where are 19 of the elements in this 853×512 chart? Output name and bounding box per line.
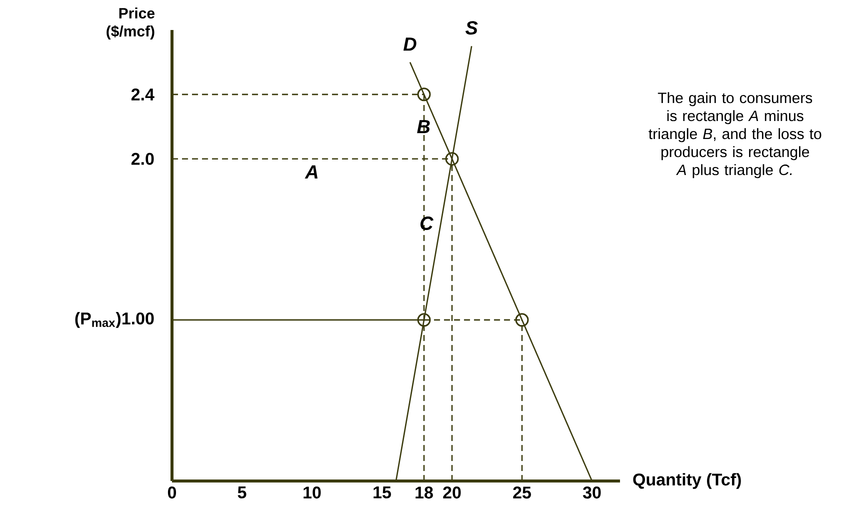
y-tick-label: 2.4 xyxy=(131,88,154,100)
x-tick-label: 10 xyxy=(304,486,321,499)
x-tick-label: 15 xyxy=(374,486,391,498)
y-tick-label: 2.0 xyxy=(131,152,154,165)
annotation: A xyxy=(304,165,318,178)
annotation: C xyxy=(420,216,434,230)
x-tick-label: 30 xyxy=(582,486,601,499)
text: The gain to consumers is rectangle A minus triangle B, and the loss to producers is rectangle A plus triangle C. xyxy=(648,92,822,178)
x-axis-title: Quantity (Tcf) xyxy=(633,473,741,489)
series-label: D xyxy=(403,38,416,51)
x-tick-label: 20 xyxy=(443,486,461,499)
y-tick-label: (P$_{max}$)1.00 xyxy=(75,312,154,328)
x-tick-label: 25 xyxy=(513,486,531,499)
series-label: S xyxy=(466,21,478,35)
x-tick-label: 18 xyxy=(416,486,433,499)
annotation: B xyxy=(417,120,430,134)
y-axis-title: Price ($/mcf) xyxy=(106,8,155,40)
x-tick-label: 0 xyxy=(168,486,176,499)
x-tick-label: 5 xyxy=(238,486,246,498)
